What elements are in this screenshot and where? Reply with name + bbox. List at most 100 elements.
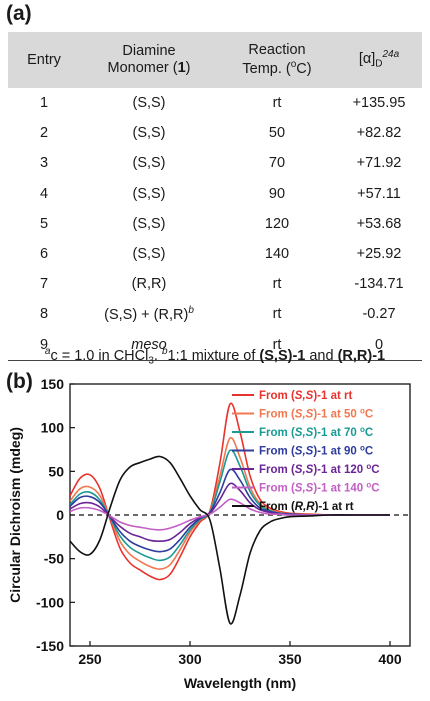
y-axis-label: Circular Dichroism (mdeg)	[7, 427, 23, 603]
table-row: 6 (S,S) 140 +25.92	[8, 239, 422, 269]
cell-entry: 3	[39, 155, 49, 172]
header-monomer: Diamine Monomer (1)	[80, 32, 218, 88]
legend-entry: From (R,R)-1 at rt	[259, 501, 354, 513]
cell-monomer-text: (S,S)	[132, 185, 166, 202]
footnote-a-mark: a	[44, 346, 51, 357]
series-line-6	[70, 455, 390, 625]
header-rotation-sub: D	[375, 59, 383, 71]
header-monomer-close: )	[185, 60, 191, 76]
y-tick-label: -100	[36, 594, 64, 610]
header-monomer-bold: 1	[177, 60, 186, 76]
series-line-0	[70, 402, 390, 581]
cell-monomer: (S,S)	[80, 88, 218, 118]
cell-monomer: (R,R)	[80, 269, 218, 299]
table-row: 8 (S,S) + (R,R)b rt -0.27	[8, 299, 422, 329]
cell-rotation: -0.27	[362, 306, 396, 323]
x-axis-label: Wavelength (nm)	[184, 675, 296, 691]
header-rotation: [α]D24a	[336, 32, 422, 88]
table-row: 2 (S,S) 50 +82.82	[8, 118, 422, 148]
table-row: 9 meso rt 0	[8, 329, 422, 361]
x-tick-label: 250	[78, 651, 102, 667]
cell-monomer-text: (S,S) + (R,R)	[104, 307, 189, 324]
table-body: 1 (S,S) rt +135.95 2 (S,S) 50 +82.82 3 (S,S) 70 +71…	[8, 88, 422, 361]
header-rotation-main: [α]	[358, 51, 376, 68]
cell-temp: rt	[218, 329, 336, 361]
cell-rotation: +25.92	[356, 246, 402, 263]
footnote-b-mid: and	[305, 347, 338, 364]
cell-temp: 140	[264, 246, 290, 263]
header-temp-unit: C)	[296, 60, 312, 77]
cell-rotation: +82.82	[356, 125, 402, 142]
cell-monomer-text: (S,S)	[132, 215, 166, 232]
cell-entry: 9	[8, 329, 80, 361]
x-tick-label: 350	[278, 651, 302, 667]
x-tick-label: 300	[178, 651, 202, 667]
cell-monomer: (S,S)	[80, 118, 218, 148]
x-tick-label: 400	[378, 651, 402, 667]
cell-monomer-text: (R,R)	[131, 276, 167, 293]
cd-chart: -150 -100 -50 0 50 100 150 250 300 350 400 Waveleng…	[7, 376, 411, 691]
footnote-a-sub: 3	[148, 355, 154, 367]
y-tick-label: -150	[36, 638, 64, 654]
cell-monomer-text: meso	[131, 336, 167, 353]
header-monomer-line1: Diamine	[122, 43, 176, 60]
table-row: 7 (R,R) rt -134.71	[8, 269, 422, 299]
cell-rotation: +71.92	[356, 155, 402, 172]
header-entry: Entry	[27, 51, 61, 68]
cell-entry: 7	[39, 276, 49, 293]
legend-entry: From (S,S)-1 at 90 oC	[259, 443, 373, 458]
cell-monomer: (S,S)	[80, 209, 218, 239]
cell-monomer: (S,S)	[80, 148, 218, 178]
cell-rotation: +57.11	[357, 185, 401, 202]
table-row: 1 (S,S) rt +135.95	[8, 88, 422, 118]
cell-temp: 120	[264, 215, 290, 232]
cell-entry: 1	[39, 95, 49, 112]
header-temp: Reaction Temp. (oC)	[218, 32, 336, 88]
series-line-5	[70, 498, 390, 531]
table-row: 3 (S,S) 70 +71.92	[8, 148, 422, 178]
table-header-row: Entry Diamine Monomer (1) Reaction Temp.…	[8, 32, 422, 88]
cell-monomer-text: (S,S)	[132, 155, 166, 172]
cell-monomer-footnote: b	[188, 305, 194, 317]
cell-entry: 5	[39, 215, 49, 232]
y-tick-label: 0	[56, 507, 64, 523]
table-row: 5 (S,S) 120 +53.68	[8, 209, 422, 239]
cell-rotation: -134.71	[354, 276, 404, 293]
cell-monomer-text: (S,S)	[132, 246, 166, 263]
header-temp-degree: o	[290, 59, 297, 71]
footnote-a-text: c = 1.0 in CHCl	[50, 347, 149, 364]
legend-entry: From (S,S)-1 at 50 oC	[259, 406, 373, 421]
cell-temp: rt	[272, 95, 282, 112]
footnote-b-mark: b	[161, 346, 168, 357]
header-rotation-sup: 24a	[382, 49, 400, 61]
header-temp-line1: Reaction	[248, 42, 306, 59]
footnote-b-bold1: (S,S)-1	[259, 347, 306, 364]
cell-temp: 50	[268, 125, 286, 142]
legend-entry: From (S,S)-1 at 70 oC	[259, 425, 373, 440]
footnote-a-end: .	[153, 347, 162, 364]
table-row: 4 (S,S) 90 +57.11	[8, 179, 422, 209]
cell-entry: 4	[39, 185, 49, 202]
cell-monomer-text: (S,S)	[132, 95, 166, 112]
cell-temp: rt	[272, 306, 282, 323]
cell-temp: rt	[272, 276, 282, 293]
cell-entry: 8	[39, 306, 49, 323]
cell-monomer: (S,S) + (R,R)b	[80, 299, 218, 329]
cell-monomer: (S,S)	[80, 179, 218, 209]
footnote-b-bold2: (R,R)-1	[337, 347, 386, 364]
cell-monomer-text: (S,S)	[132, 125, 166, 142]
panel-b-label: (b)	[6, 370, 33, 393]
table-footnote: ac = 1.0 in CHCl3. b1:1 mixture of (S,S)…	[0, 346, 430, 367]
results-table: Entry Diamine Monomer (1) Reaction Temp.…	[8, 32, 422, 361]
cell-rotation: 0	[336, 329, 422, 361]
y-tick-label: 50	[48, 463, 64, 479]
cell-temp: 70	[268, 155, 286, 172]
legend-entry: From (S,S)-1 at 140 oC	[259, 480, 380, 495]
header-temp-line2: Temp. (	[242, 60, 291, 77]
cell-rotation: +53.68	[356, 215, 402, 232]
cell-entry: 2	[39, 125, 49, 142]
cell-monomer: meso	[80, 329, 218, 361]
header-monomer-line2: Monomer (	[107, 60, 178, 76]
y-tick-label: 100	[41, 420, 65, 436]
legend-entry: From (S,S)-1 at 120 oC	[259, 462, 380, 477]
